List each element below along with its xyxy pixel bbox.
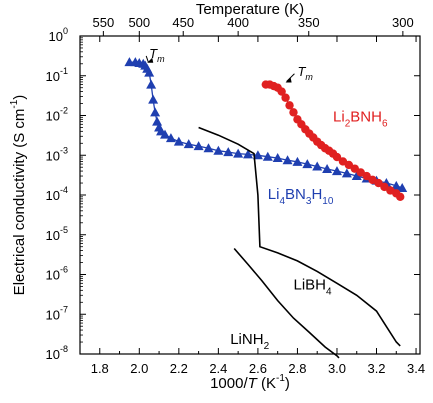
circle-point [277, 87, 286, 96]
tm-arrow-0 [145, 55, 149, 62]
triangle-point [173, 136, 184, 146]
compound-label-2: LiBH4 [293, 276, 332, 297]
top-tick-label: 350 [298, 15, 320, 30]
x-tick-label: 3.4 [407, 361, 425, 376]
x-axis-title: 1000/T (K-1) [210, 373, 290, 392]
y-tick-label: 10-5 [46, 225, 68, 243]
circle-point [281, 93, 290, 102]
top-tick-label: 300 [392, 15, 414, 30]
triangle-point [243, 149, 254, 159]
circle-point [396, 192, 405, 202]
circle-point [289, 108, 298, 117]
x-tick-label: 2.8 [288, 361, 306, 376]
compound-label-3: LiNH2 [230, 331, 269, 352]
x-tick-label: 2.0 [130, 361, 148, 376]
triangle-point [223, 147, 234, 157]
triangle-point [397, 183, 408, 193]
x-tick-label: 1.8 [91, 361, 109, 376]
triangle-point [213, 145, 224, 155]
triangle-point [312, 161, 323, 171]
y-axis-title: Electrical conductivity (S cm-1) [9, 95, 28, 296]
circle-point [374, 178, 383, 188]
x-tick-label: 3.0 [328, 361, 346, 376]
compound-label-0: Li4BN3H10 [268, 186, 334, 207]
triangle-point [262, 151, 273, 161]
y-tick-label: 10-7 [46, 304, 68, 322]
triangle-point [144, 67, 155, 77]
top-axis-title: Temperature (K) [196, 1, 304, 18]
triangle-point [183, 139, 194, 149]
triangle-point [391, 180, 402, 190]
tm-arrowhead-0 [147, 57, 154, 63]
y-tick-label: 100 [49, 26, 68, 44]
top-tick-label: 550 [93, 15, 115, 30]
triangle-point [331, 166, 342, 176]
x-tick-label: 2.4 [209, 361, 227, 376]
triangle-point [148, 94, 159, 104]
triangle-point [193, 141, 204, 151]
x-tick-label: 2.6 [249, 361, 267, 376]
triangle-point [272, 153, 283, 163]
triangle-point [165, 133, 176, 143]
triangle-point [252, 150, 263, 160]
triangle-point [292, 156, 303, 166]
triangle-point [160, 129, 170, 139]
circle-point [332, 152, 342, 162]
top-tick-label: 500 [128, 15, 150, 30]
triangle-point [282, 155, 293, 165]
series-group [124, 57, 408, 359]
triangle-point [152, 116, 163, 126]
y-tick-label: 10-2 [46, 106, 68, 124]
top-tick-label: 450 [172, 15, 194, 30]
y-tick-label: 10-6 [46, 265, 68, 283]
tm-annotation-0: Tm [149, 46, 165, 64]
axes-group: 1.8 2.0 2.2 2.4 2.6 2.8 3.0 3.2 3.4 550 500 450 400 3… [9, 1, 425, 392]
plot-frame [79, 35, 421, 355]
tm-arrowhead-1 [285, 77, 292, 83]
y-tick-label: 10-1 [46, 66, 68, 84]
triangle-point [146, 79, 157, 89]
circle-point [285, 101, 294, 110]
compound-label-1: Li2BNH6 [333, 109, 388, 130]
triangle-point [233, 148, 244, 158]
x-tick-label: 2.2 [170, 361, 188, 376]
triangle-point [322, 164, 333, 174]
triangle-point [302, 159, 313, 169]
circle-point [362, 171, 371, 181]
top-tick-label: 400 [227, 15, 249, 30]
series-line-2 [198, 126, 401, 347]
labels-group: Li4BN3H10 Li2BNH6 LiBH4 LiNH2 Tm Tm [145, 46, 388, 352]
triangle-point [150, 107, 161, 117]
triangle-point [351, 171, 362, 181]
y-tick-label: 10-4 [46, 185, 68, 203]
y-tick-label: 10-3 [46, 145, 68, 163]
y-tick-label: 10-8 [46, 344, 68, 362]
tm-annotation-1: Tm [297, 64, 313, 82]
triangle-point [341, 168, 352, 178]
x-tick-label: 3.2 [367, 361, 385, 376]
triangle-point [203, 143, 214, 153]
series-line-3 [233, 247, 340, 359]
